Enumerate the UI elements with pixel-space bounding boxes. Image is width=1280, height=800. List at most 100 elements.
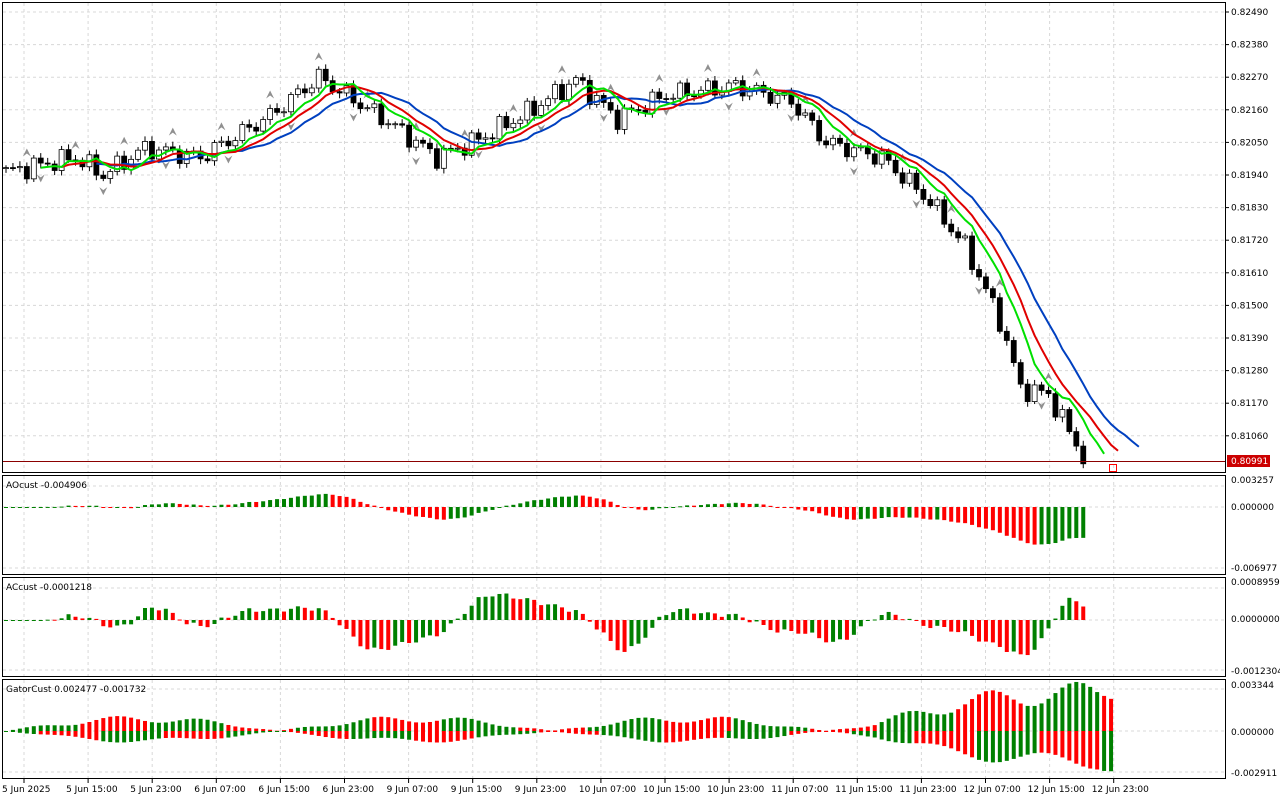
histogram-bar [782,620,787,630]
candle-body [246,124,253,128]
gator-upper-bar [740,720,745,731]
histogram-bar [532,500,537,507]
histogram-bar [977,507,981,528]
histogram-bar [601,499,606,507]
gator-lower-bar [983,731,988,762]
price-label: 0.81500 [1231,301,1268,311]
time-label: 10 Jun 23:00 [707,785,764,795]
histogram-bar [101,620,106,627]
price-axis[interactable]: 0.82490 0.82380 0.82270 0.82160 0.82050 0.819… [1225,8,1268,442]
gator-upper-bar [511,727,516,731]
histogram-bar [1004,620,1009,652]
gator-upper-bar [136,719,141,731]
candle-body [371,103,378,109]
histogram-bar [108,507,113,508]
candle-body [288,94,294,113]
gator-upper-bar [372,717,377,731]
histogram-bar [775,620,780,633]
gator-upper-bar [747,722,752,731]
gator-lower-bar [914,731,919,744]
price-label: 0.82050 [1231,138,1268,148]
histogram-bar [1039,620,1044,639]
gator-upper-bar [504,726,509,731]
histogram-bar [608,501,613,507]
candle-body [996,297,1003,332]
candle-body [232,140,239,147]
time-axis[interactable]: 5 Jun 2025 5 Jun 15:00 5 Jun 23:00 6 Jun 07… [2,779,1149,795]
candle-body [1038,384,1045,391]
histogram-bar [421,507,425,517]
histogram-bar [511,598,516,620]
candle-body [802,112,809,116]
histogram-bar [17,507,22,508]
gator-lower-bar [893,731,898,743]
gator-lower-bar [240,731,245,736]
histogram-bar [434,507,439,520]
candle-body [281,111,287,114]
gator-lower-bar [907,731,912,744]
gator-upper-bar [288,728,293,731]
histogram-bar [1046,507,1051,544]
histogram-bar [170,612,175,620]
gator-lower-bar [747,731,752,739]
gator-lower-bar [1046,731,1051,754]
gator-lower-bar [844,731,849,734]
gator-lower-bar [817,731,822,732]
candle-body [329,80,336,93]
histogram-bar [553,497,558,507]
candle-body [976,269,982,278]
histogram-bar [935,507,940,520]
gator-lower-bar [233,731,238,737]
histogram-bar [573,610,578,620]
histogram-bar [490,596,495,620]
gator-upper-bar [184,719,189,731]
histogram-bar [685,505,690,507]
histogram-bar [295,496,300,507]
candle-body [1045,390,1052,395]
fractal-down-icon [474,150,483,159]
gator-lower-bar [838,731,842,733]
histogram-bar [136,506,141,508]
histogram-bar [712,613,717,620]
gator-upper-bar [789,726,794,731]
histogram-bar [879,615,884,620]
candle-body [705,80,711,91]
histogram-bar [455,618,460,620]
gator-lower-bar [295,731,300,733]
histogram-bar [997,620,1002,647]
gator-upper-bar [615,722,620,731]
candle-body [955,231,962,239]
price-label: 0.82160 [1231,106,1268,116]
gator-lower-bar [879,731,884,740]
gator-lower-bar [803,731,808,733]
histogram-bar [24,507,29,508]
histogram-bar [379,620,384,650]
histogram-bar [143,505,147,507]
gator-upper-bar [546,730,551,732]
histogram-bar [497,593,502,620]
fractal-down-icon [787,113,796,122]
candle-body [322,68,329,82]
histogram-bar [949,620,954,632]
fractal-up-icon [71,141,80,150]
gator-upper-bar [782,726,787,731]
candle-body [844,142,850,158]
main-chart-panel[interactable] [2,2,1226,473]
histogram-bar [73,505,78,507]
histogram-bar [1039,507,1044,545]
histogram-bar [956,620,961,633]
gator-lower-bar [699,731,703,739]
histogram-bar [233,504,238,507]
gator-lower-bar [379,731,384,738]
histogram-bar [518,599,523,620]
candle-body [614,109,621,130]
alligator-lips-line [40,82,1105,455]
gator-lower-bar [455,731,460,741]
candle-body [392,123,399,126]
histogram-bar [504,505,509,507]
fractal-down-icon [412,157,421,166]
candle-body [837,137,843,144]
gator-upper-bar [212,721,217,731]
histogram-bar [427,507,432,518]
